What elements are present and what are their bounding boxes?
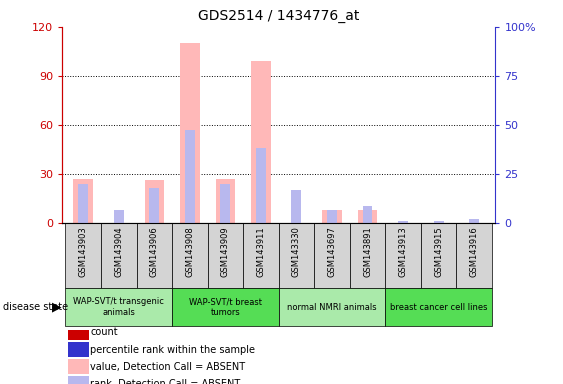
Bar bbox=[68, 342, 89, 357]
FancyBboxPatch shape bbox=[385, 223, 421, 288]
Text: percentile rank within the sample: percentile rank within the sample bbox=[90, 344, 255, 354]
Text: GSM143908: GSM143908 bbox=[185, 226, 194, 277]
Text: WAP-SVT/t transgenic
animals: WAP-SVT/t transgenic animals bbox=[73, 298, 164, 317]
Bar bbox=[149, 189, 159, 223]
Bar bbox=[322, 210, 342, 223]
Text: GSM143903: GSM143903 bbox=[79, 226, 88, 277]
FancyBboxPatch shape bbox=[385, 288, 492, 326]
FancyBboxPatch shape bbox=[172, 288, 279, 326]
Bar bbox=[220, 184, 230, 223]
FancyBboxPatch shape bbox=[279, 288, 385, 326]
FancyBboxPatch shape bbox=[421, 223, 457, 288]
FancyBboxPatch shape bbox=[101, 223, 137, 288]
Bar bbox=[256, 148, 266, 223]
Bar bbox=[180, 43, 200, 223]
Bar bbox=[398, 221, 408, 223]
FancyBboxPatch shape bbox=[350, 223, 385, 288]
Bar bbox=[78, 184, 88, 223]
FancyBboxPatch shape bbox=[65, 288, 172, 326]
Bar bbox=[68, 359, 89, 374]
Text: GSM143909: GSM143909 bbox=[221, 226, 230, 276]
Bar bbox=[292, 190, 301, 223]
Bar bbox=[68, 325, 89, 340]
FancyBboxPatch shape bbox=[208, 223, 243, 288]
Title: GDS2514 / 1434776_at: GDS2514 / 1434776_at bbox=[198, 9, 359, 23]
FancyBboxPatch shape bbox=[65, 223, 101, 288]
Bar bbox=[434, 221, 444, 223]
Bar bbox=[145, 180, 164, 223]
Bar bbox=[114, 210, 124, 223]
Text: GSM143911: GSM143911 bbox=[256, 226, 265, 276]
FancyBboxPatch shape bbox=[314, 223, 350, 288]
Text: GSM143906: GSM143906 bbox=[150, 226, 159, 277]
Text: ▶: ▶ bbox=[52, 301, 62, 314]
Text: GSM143913: GSM143913 bbox=[399, 226, 408, 277]
FancyBboxPatch shape bbox=[243, 223, 279, 288]
Bar bbox=[216, 179, 235, 223]
Bar bbox=[358, 210, 377, 223]
Text: GSM143891: GSM143891 bbox=[363, 226, 372, 277]
Text: value, Detection Call = ABSENT: value, Detection Call = ABSENT bbox=[90, 362, 245, 372]
Text: count: count bbox=[90, 328, 118, 338]
Bar bbox=[74, 179, 93, 223]
Text: GSM143330: GSM143330 bbox=[292, 226, 301, 277]
Text: disease state: disease state bbox=[3, 302, 68, 312]
Text: GSM143916: GSM143916 bbox=[470, 226, 479, 277]
Text: GSM143915: GSM143915 bbox=[434, 226, 443, 276]
FancyBboxPatch shape bbox=[279, 223, 314, 288]
Text: normal NMRI animals: normal NMRI animals bbox=[287, 303, 377, 312]
Bar bbox=[363, 207, 373, 223]
FancyBboxPatch shape bbox=[137, 223, 172, 288]
Text: GSM143697: GSM143697 bbox=[328, 226, 337, 277]
Text: breast cancer cell lines: breast cancer cell lines bbox=[390, 303, 488, 312]
Text: GSM143904: GSM143904 bbox=[114, 226, 123, 276]
Bar bbox=[251, 61, 271, 223]
FancyBboxPatch shape bbox=[457, 223, 492, 288]
Bar bbox=[327, 210, 337, 223]
Text: rank, Detection Call = ABSENT: rank, Detection Call = ABSENT bbox=[90, 379, 240, 384]
Bar bbox=[68, 376, 89, 384]
FancyBboxPatch shape bbox=[172, 223, 208, 288]
Bar bbox=[185, 130, 195, 223]
Text: WAP-SVT/t breast
tumors: WAP-SVT/t breast tumors bbox=[189, 298, 262, 317]
Bar bbox=[469, 220, 479, 223]
